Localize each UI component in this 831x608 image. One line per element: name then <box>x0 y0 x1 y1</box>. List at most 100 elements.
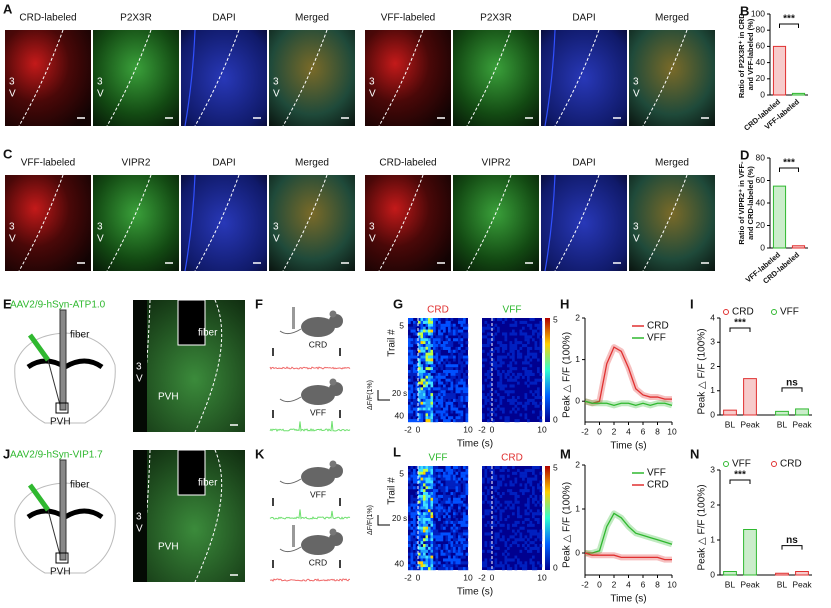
heatmap-cell <box>455 364 459 368</box>
x-tick-label: 10 <box>667 579 677 589</box>
heatmap-cell <box>433 329 436 333</box>
heatmap-cell <box>413 512 416 516</box>
boundary <box>18 174 64 272</box>
heatmap-cell <box>455 329 459 333</box>
heatmap-cell <box>428 407 431 411</box>
heatmap-cell <box>430 329 434 333</box>
heatmap-cell <box>509 489 513 493</box>
heatmap-cell <box>418 401 421 405</box>
sig-bracket <box>781 387 803 392</box>
heatmap-cell <box>539 497 543 501</box>
heatmap-cell <box>453 372 456 376</box>
legend-label: CRD <box>647 480 669 491</box>
heatmap-cell <box>430 318 434 322</box>
heatmap-cell <box>460 364 464 368</box>
heatmap-cell <box>537 509 540 513</box>
heatmap-cell <box>410 326 414 330</box>
heatmap-cell <box>423 410 426 414</box>
heatmap-cell <box>423 477 426 481</box>
heatmap-cell <box>497 393 500 397</box>
heatmap-cell <box>413 341 416 345</box>
heatmap-cell <box>438 471 441 475</box>
heatmap-cell <box>418 544 421 548</box>
heatmap-cell <box>532 529 535 533</box>
boundary <box>642 174 688 272</box>
heatmap-cell <box>460 320 464 324</box>
heatmap-cell <box>537 370 540 374</box>
heatmap-cell <box>433 466 436 470</box>
heatmap-cell <box>440 390 444 394</box>
heatmap-cell <box>509 355 513 359</box>
heatmap-cell <box>504 518 508 522</box>
heatmap-cell <box>408 526 411 530</box>
heatmap-cell <box>420 561 424 565</box>
heatmap-cell <box>460 535 464 539</box>
heatmap-cell <box>445 372 449 376</box>
heatmap-cell <box>504 318 508 322</box>
heatmap-cell <box>423 416 426 420</box>
heatmap-cell <box>415 393 419 397</box>
heatmap-cell <box>415 506 419 510</box>
heatmap-cell <box>413 523 416 527</box>
mouse-tail <box>279 396 302 403</box>
heatmap-cell <box>460 370 464 374</box>
heatmap-cell <box>425 320 429 324</box>
heatmap-cell <box>458 335 461 339</box>
heatmap-cell <box>410 344 414 348</box>
legend-marker <box>771 309 777 315</box>
heatmap-cell <box>507 552 510 556</box>
heatmap-cell <box>425 535 429 539</box>
heatmap-cell <box>527 518 530 522</box>
heatmap-cell <box>433 413 436 417</box>
heatmap-cell <box>448 549 451 553</box>
heatmap-cell <box>509 483 513 487</box>
heatmap-cell <box>453 349 456 353</box>
heatmap-cell <box>512 535 515 539</box>
ventricle-label: V <box>273 234 280 245</box>
heatmap-cell <box>425 492 429 496</box>
heatmap-cell <box>527 480 530 484</box>
heatmap-cell <box>408 477 411 481</box>
heatmap-cell <box>450 372 454 376</box>
heatmap-cell <box>460 378 464 382</box>
heatmap-cell <box>497 480 500 484</box>
heatmap-cell <box>413 506 416 510</box>
heatmap-cell <box>494 477 498 481</box>
heatmap-cell <box>448 398 451 402</box>
y-tick-label: 1 <box>710 534 715 544</box>
heatmap-cell <box>428 549 431 553</box>
heatmap-cell <box>445 364 449 368</box>
heatmap-cell <box>443 346 446 350</box>
heatmap-cell <box>450 378 454 382</box>
heatmap-cell <box>425 526 429 530</box>
heatmap-cell <box>463 381 466 385</box>
heatmap-cell <box>445 367 449 371</box>
heatmap-cell <box>455 512 459 516</box>
heatmap-cell <box>415 372 419 376</box>
heatmap-cell <box>524 396 528 400</box>
ventricle-label: V <box>369 234 376 245</box>
heatmap-cell <box>408 416 411 420</box>
heatmap-cell <box>458 535 461 539</box>
heatmap-cell <box>430 335 434 339</box>
heatmap-cell <box>487 375 490 379</box>
heatmap-cell <box>415 401 419 405</box>
heatmap-cell <box>529 529 533 533</box>
heatmap-cell <box>433 393 436 397</box>
x-tick-label: 0 <box>597 426 602 436</box>
heatmap-cell <box>465 541 469 545</box>
heatmap-cell <box>410 549 414 553</box>
heatmap-cell <box>418 523 421 527</box>
heatmap-cell <box>450 544 454 548</box>
y-tick-label: 3 <box>710 464 715 474</box>
heatmap-cell <box>415 419 419 423</box>
heatmap-cell <box>504 355 508 359</box>
heatmap-cell <box>428 480 431 484</box>
panel-letter: C <box>3 146 13 161</box>
heatmap-cell <box>519 341 523 345</box>
heatmap-cell <box>410 413 414 417</box>
heatmap-cell <box>539 323 543 327</box>
heatmap-cell <box>534 474 538 478</box>
mouse-head <box>329 464 343 478</box>
sig-label: *** <box>783 14 795 25</box>
